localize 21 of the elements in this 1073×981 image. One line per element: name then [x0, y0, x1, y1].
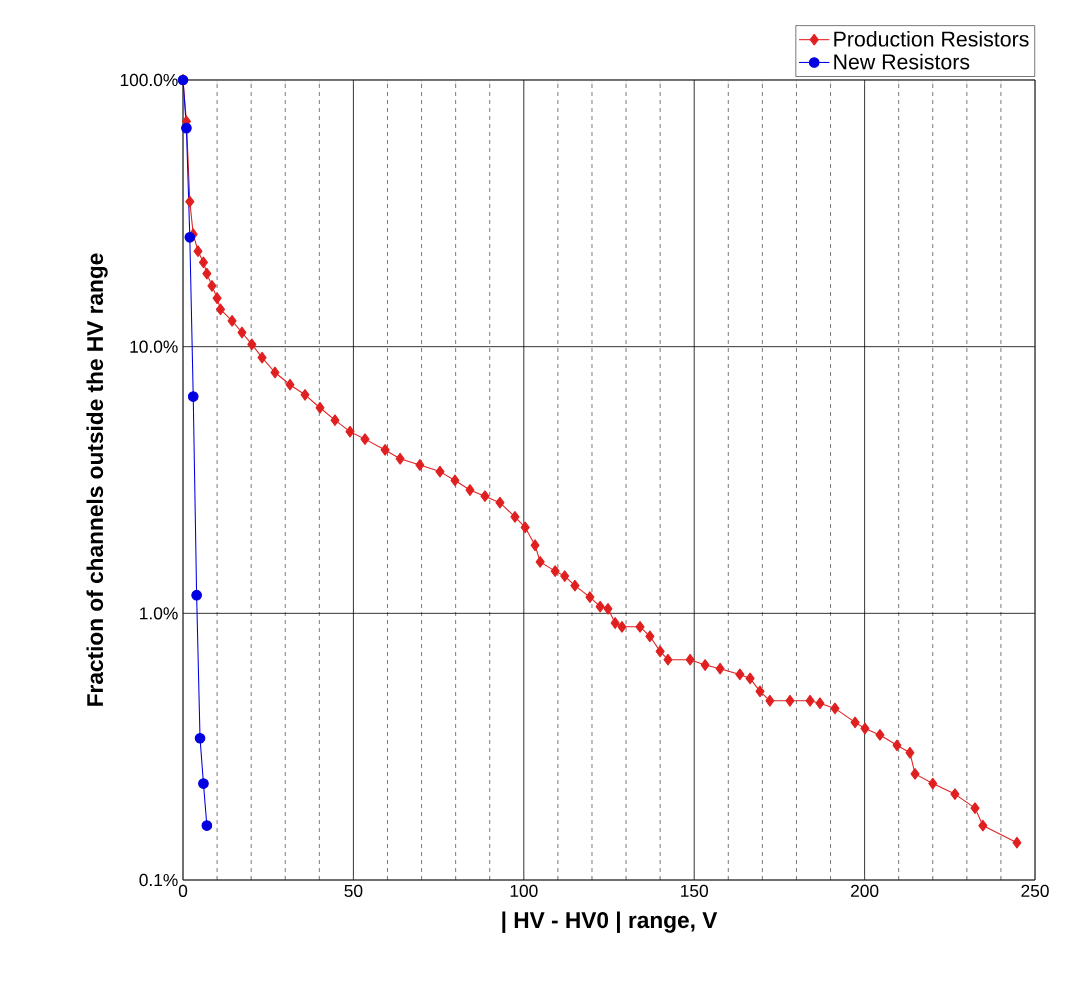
x-tick-label: 50: [344, 884, 363, 897]
x-tick-label: 0: [178, 884, 188, 897]
x-axis-title: | HV - HV0 | range, V: [502, 911, 718, 933]
point: [198, 778, 209, 789]
x-tick-label: 150: [681, 884, 708, 897]
y-axis-title: Fraction of channels outside the HV range: [86, 253, 108, 706]
y-tick-label: 0.1%: [139, 873, 178, 887]
point: [181, 122, 192, 134]
point: [194, 732, 206, 744]
y-tick-label: 10.0%: [130, 340, 178, 353]
point: [191, 589, 202, 601]
x-tick-label: 200: [851, 884, 879, 897]
point: [187, 391, 199, 402]
legend-label: New Resistors: [834, 53, 970, 70]
y-tick-label: 1.0%: [140, 607, 178, 620]
point: [184, 232, 196, 243]
point: [201, 820, 213, 831]
x-tick-label: 250: [1021, 884, 1049, 897]
x-tick-label: 100: [510, 884, 538, 897]
legend-label: Production Resistors: [834, 30, 1029, 47]
y-tick-label: 100.0%: [120, 73, 178, 87]
